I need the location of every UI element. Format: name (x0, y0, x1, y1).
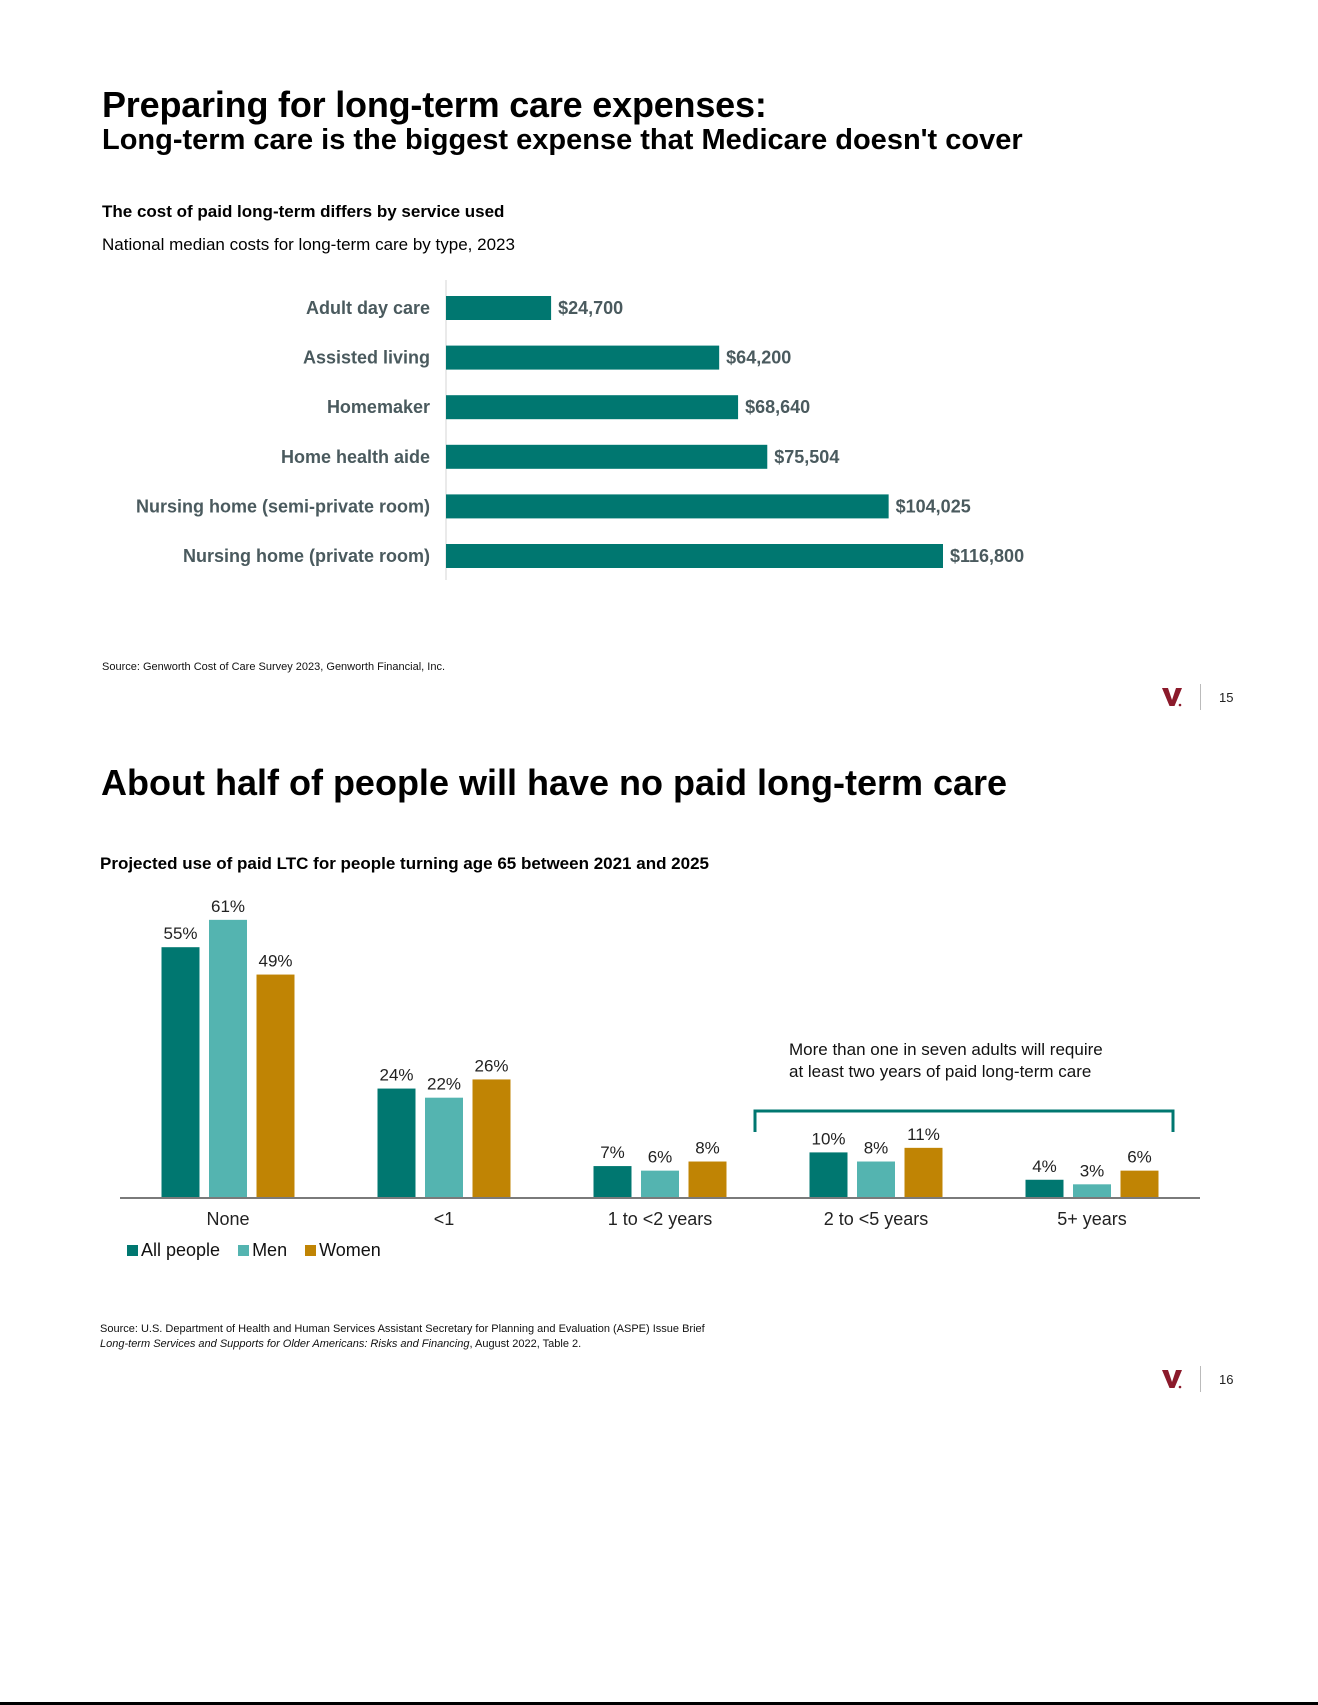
data-label-men-none: 61% (211, 897, 245, 916)
ltc-use-bar-chart: 55% 61% 49% 24% 22% 26% 7% 6% 8% 10% 8% 11% 4% 3% 6% N… (120, 897, 1200, 1229)
chart2-heading: Projected use of paid LTC for people tur… (100, 854, 710, 873)
value-label-home-health-aide: $75,504 (774, 447, 839, 467)
page1-footer: 15 (1160, 684, 1233, 710)
legend-item-men: Men (238, 1240, 287, 1261)
data-label-all-people-1: 24% (379, 1066, 413, 1085)
category-label-assisted-living: Assisted living (303, 348, 430, 368)
bar-all-people-1 (377, 1088, 416, 1198)
tick-label-5-years: 5+ years (1057, 1209, 1127, 1229)
legend-item-women: Women (305, 1240, 381, 1261)
legend-label: Women (319, 1240, 381, 1260)
page1-subtitle: Long-term care is the biggest expense th… (102, 124, 1023, 156)
bar-men-2-to-5-years (857, 1161, 895, 1198)
company-logo-icon (1162, 1370, 1182, 1389)
page2-footer: 16 (1160, 1366, 1233, 1392)
cost-bar-chart: Adult day care $24,700 Assisted living $64,… (136, 280, 1024, 580)
data-label-all-people-1-to-2-years: 7% (600, 1143, 625, 1162)
data-label-men-1: 22% (427, 1075, 461, 1094)
data-label-all-people-2-to-5-years: 10% (811, 1129, 845, 1148)
category-label-homemaker: Homemaker (327, 397, 430, 417)
chart2-legend: All people Men Women (127, 1240, 399, 1261)
bar-assisted-living (446, 345, 720, 370)
footer-divider (1200, 684, 1201, 710)
bar-women-5-years (1120, 1170, 1159, 1198)
data-label-men-5-years: 3% (1080, 1161, 1105, 1180)
annotation-line-1: More than one in seven adults will requi… (789, 1040, 1103, 1059)
tick-label-1-to-2-years: 1 to <2 years (608, 1209, 713, 1229)
source-line-1: Source: U.S. Department of Health and Hu… (100, 1323, 705, 1335)
value-label-adult-day-care: $24,700 (558, 298, 623, 318)
data-label-all-people-none: 55% (163, 924, 197, 943)
bar-women-2-to-5-years (904, 1147, 943, 1198)
legend-label: All people (141, 1240, 221, 1260)
data-label-all-people-5-years: 4% (1032, 1157, 1057, 1176)
data-label-women-1: 26% (474, 1056, 508, 1075)
legend-item-all-people: All people (127, 1240, 220, 1261)
bar-men-1-to-2-years (641, 1170, 679, 1198)
page1-title: Preparing for long-term care expenses: (102, 84, 767, 125)
value-label-nursing-home-private-room: $116,800 (950, 546, 1024, 566)
bar-nursing-home-semi-private-room (446, 494, 889, 519)
bar-women-1 (472, 1079, 511, 1198)
category-label-nursing-home-semi-private-room: Nursing home (semi-private room) (136, 496, 430, 516)
page1-source: Source: Genworth Cost of Care Survey 202… (102, 661, 445, 673)
category-label-nursing-home-private-room: Nursing home (private room) (183, 546, 430, 566)
bar-women-1-to-2-years (688, 1161, 727, 1198)
bar-adult-day-care (446, 296, 552, 320)
bar-women-none (256, 974, 295, 1198)
data-label-women-none: 49% (258, 952, 292, 971)
bar-all-people-1-to-2-years (593, 1166, 632, 1198)
category-label-home-health-aide: Home health aide (281, 447, 430, 467)
page2-title: About half of people will have no paid l… (101, 762, 1008, 803)
data-label-women-1-to-2-years: 8% (695, 1139, 720, 1158)
data-label-women-2-to-5-years: 11% (907, 1125, 940, 1144)
chart1-subheading: National median costs for long-term care… (102, 235, 515, 254)
bar-men-none (209, 919, 247, 1198)
annotation-bracket (753, 1109, 1175, 1132)
legend-swatch-all-people (127, 1245, 138, 1256)
page-bottom-border (0, 1702, 1318, 1705)
page-number: 16 (1219, 1371, 1234, 1387)
tick-label-1: <1 (434, 1209, 455, 1229)
company-logo-icon (1162, 688, 1182, 707)
bar-all-people-2-to-5-years (809, 1152, 848, 1198)
data-label-women-5-years: 6% (1127, 1148, 1152, 1167)
chart2-annotation: More than one in seven adults will requi… (789, 1039, 1103, 1083)
data-label-men-2-to-5-years: 8% (864, 1139, 889, 1158)
bar-all-people-none (161, 947, 200, 1198)
bar-all-people-5-years (1025, 1179, 1064, 1198)
source-publication-title: Long-term Services and Supports for Olde… (100, 1338, 470, 1350)
page2-source: Source: U.S. Department of Health and Hu… (100, 1322, 705, 1352)
bar-men-1 (425, 1097, 463, 1198)
tick-label-2-to-5-years: 2 to <5 years (824, 1209, 929, 1229)
legend-swatch-women (305, 1245, 317, 1256)
bar-men-5-years (1073, 1184, 1111, 1198)
annotation-line-2: at least two years of paid long-term car… (789, 1062, 1092, 1081)
legend-label: Men (252, 1240, 288, 1260)
value-label-homemaker: $68,640 (745, 397, 810, 417)
source-line-2: Long-term Services and Supports for Olde… (100, 1337, 705, 1352)
data-label-men-1-to-2-years: 6% (648, 1148, 673, 1167)
tick-label-none: None (206, 1209, 249, 1229)
source-line-2-rest: , August 2022, Table 2. (469, 1338, 582, 1350)
value-label-nursing-home-semi-private-room: $104,025 (896, 496, 971, 516)
footer-divider (1200, 1366, 1201, 1392)
bar-homemaker (446, 395, 739, 420)
bar-nursing-home-private-room (446, 544, 943, 568)
legend-swatch-men (238, 1245, 250, 1256)
chart1-heading: The cost of paid long-term differs by se… (102, 202, 505, 221)
page-number: 15 (1219, 689, 1234, 705)
category-label-adult-day-care: Adult day care (306, 298, 430, 318)
value-label-assisted-living: $64,200 (726, 348, 791, 368)
bar-home-health-aide (446, 444, 768, 469)
